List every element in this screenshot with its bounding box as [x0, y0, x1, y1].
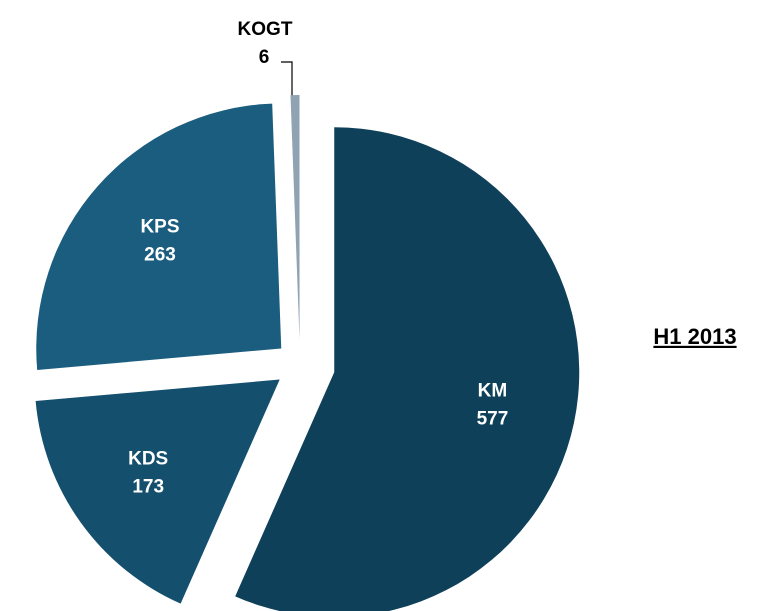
- period-label: H1 2013: [653, 324, 736, 349]
- slice-label: KDS: [128, 449, 168, 470]
- slice-value: 6: [259, 47, 270, 68]
- slice-label: KPS: [140, 216, 179, 237]
- pie-slice: [235, 127, 580, 611]
- slice-label: KOGT: [238, 19, 293, 40]
- pie-slice: [35, 379, 280, 604]
- slice-value: 577: [477, 409, 509, 430]
- slice-value: 173: [132, 477, 164, 498]
- slice-value: 263: [144, 244, 176, 265]
- pie-slice: [36, 103, 282, 370]
- leader-line: [281, 61, 293, 96]
- pie-slice: [290, 95, 300, 341]
- slice-label: KM: [478, 381, 508, 402]
